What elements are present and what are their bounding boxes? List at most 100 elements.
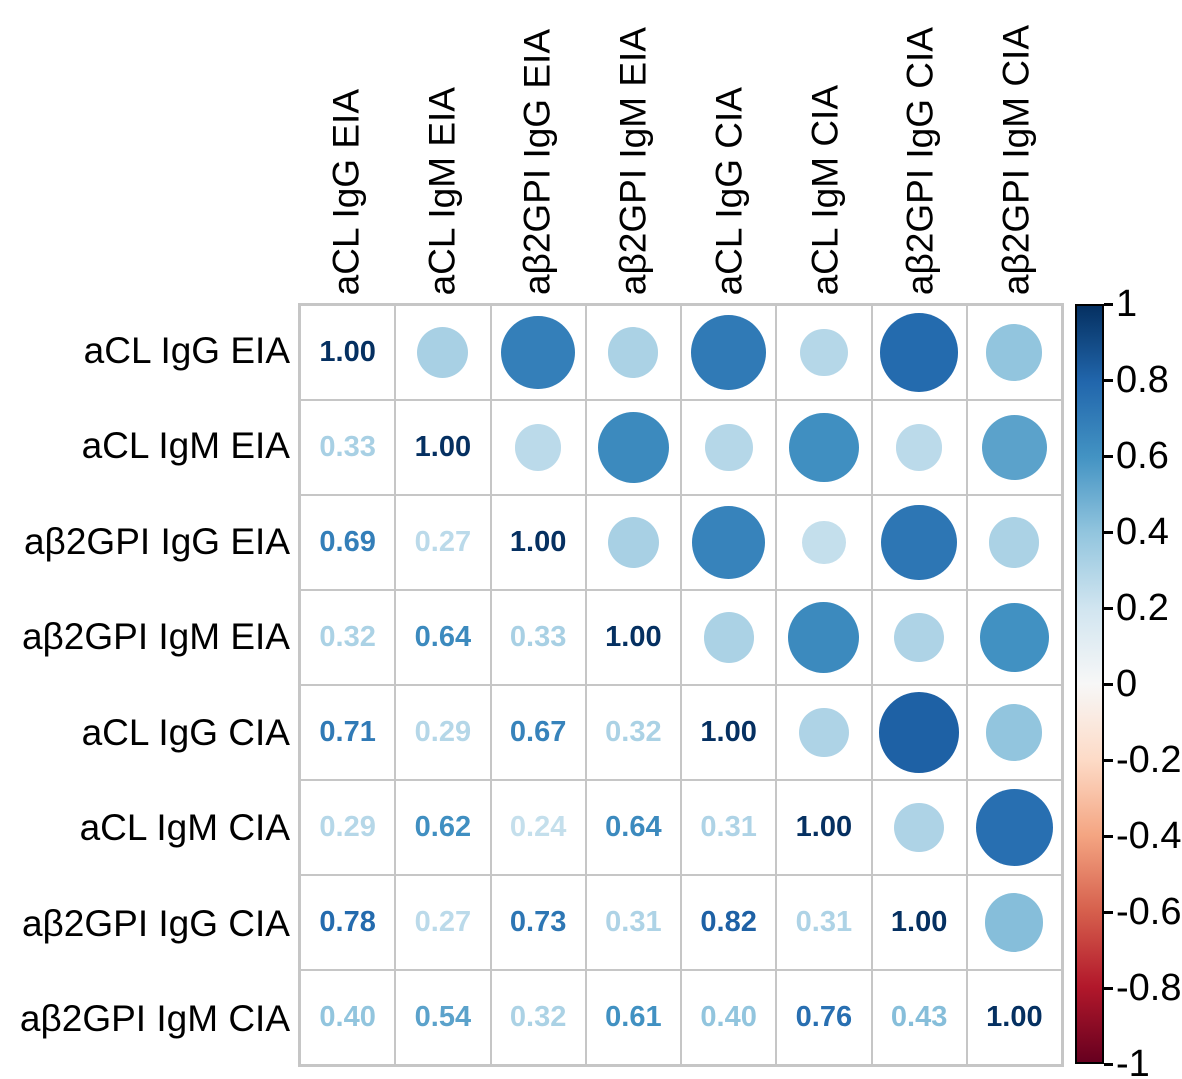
correlation-value: 0.32 [319,621,376,653]
correlation-circle [597,411,669,484]
matrix-cell [966,875,1062,970]
correlation-circle [985,893,1044,952]
correlation-circle [691,315,767,390]
matrix-cell: 0.62 [395,780,491,875]
matrix-cell [681,305,777,400]
correlation-value: 0.31 [795,906,853,938]
correlation-circle [799,328,848,377]
correlation-circle [989,517,1040,568]
correlation-circle [986,704,1043,761]
correlation-value: 0.31 [605,906,662,938]
matrix-cell [681,495,777,590]
matrix-cell [776,590,872,685]
matrix-cell: 0.32 [300,590,396,685]
correlation-circle [799,707,849,758]
correlation-value: 0.29 [414,716,472,748]
matrix-cell [966,685,1062,780]
column-label: aβ2GPI IgM CIA [995,24,1037,295]
matrix-cell [871,685,967,780]
matrix-cell: 0.32 [490,970,586,1065]
matrix-cell [681,400,777,495]
row-label: aβ2GPI IgM CIA [19,998,290,1040]
matrix-cell [776,685,872,780]
correlation-circle [986,324,1043,381]
correlation-value: 0.82 [700,906,757,938]
correlation-circle [894,612,944,663]
correlation-value: 0.29 [319,811,376,843]
colorbar-tick [1104,454,1113,458]
matrix-cell [871,400,967,495]
matrix-cell [585,495,681,590]
column-label: aCL IgM EIA [421,86,463,295]
row-label: aβ2GPI IgG CIA [21,902,290,944]
correlation-value: 0.27 [414,906,472,938]
matrix-cell: 0.64 [585,780,681,875]
matrix-cell: 0.64 [395,590,491,685]
matrix-cell: 0.40 [681,970,777,1065]
matrix-cell: 0.31 [681,780,777,875]
correlation-value: 0.76 [795,1001,853,1033]
correlation-circle [607,516,659,568]
matrix-cell [776,305,872,400]
matrix-cell: 0.27 [395,495,491,590]
colorbar-tick [1104,834,1113,838]
correlation-circle [704,423,753,472]
correlation-grid: 1.00 0.33 1.00 0.69 0.27 1.00 0.32 0.64 0.33 1.00… [298,303,1064,1067]
correlation-value: 0.27 [414,526,472,558]
colorbar-tick [1104,530,1113,534]
correlation-value: 0.54 [414,1001,472,1033]
matrix-cell: 1.00 [871,875,967,970]
correlation-circle [802,520,846,565]
colorbar-tick-label: -0.6 [1116,891,1182,933]
correlation-value: 0.61 [605,1001,662,1033]
correlation-value: 0.40 [319,1001,376,1033]
matrix-cell: 0.31 [776,875,872,970]
correlation-circle [788,601,860,674]
colorbar-tick-label: -0.4 [1116,815,1182,857]
column-label: aβ2GPI IgG EIA [516,28,558,295]
correlation-value: 1.00 [795,811,853,843]
colorbar-tick-label: 0.8 [1116,359,1169,401]
correlation-value: 0.24 [509,811,567,843]
colorbar-tick [1104,758,1113,762]
colorbar-tick-label: 0.4 [1116,511,1169,553]
matrix-cell: 0.82 [681,875,777,970]
column-label: aβ2GPI IgG CIA [899,26,941,295]
matrix-cell: 0.33 [300,400,396,495]
correlation-value: 1.00 [605,621,662,653]
matrix-cell: 0.76 [776,970,872,1065]
correlation-circle [417,326,469,378]
matrix-cell [395,305,491,400]
colorbar-tick-label: 0 [1116,663,1138,705]
colorbar-tick [1104,302,1113,306]
colorbar-tick-label: -0.2 [1116,739,1182,781]
correlation-value: 0.67 [509,716,567,748]
row-label: aCL IgM EIA [81,425,290,467]
matrix-cell: 0.29 [300,780,396,875]
matrix-cell: 0.24 [490,780,586,875]
colorbar-tick-label: -1 [1116,1043,1150,1079]
colorbar-tick-label: 0.6 [1116,435,1169,477]
colorbar-tick [1104,682,1113,686]
colorbar-gradient [1075,304,1104,1064]
column-label: aCL IgG CIA [708,86,750,295]
matrix-cell [871,495,967,590]
matrix-cell: 0.29 [395,685,491,780]
correlation-value: 0.78 [319,906,376,938]
correlation-value: 1.00 [414,431,472,463]
colorbar-tick-label: 1 [1116,283,1138,325]
correlation-circle [788,412,859,483]
matrix-cell [490,305,586,400]
correlation-circle [703,612,754,663]
matrix-cell: 0.67 [490,685,586,780]
matrix-cell: 0.27 [395,875,491,970]
colorbar-tick [1104,910,1113,914]
correlation-value: 0.40 [700,1001,757,1033]
matrix-cell: 0.61 [585,970,681,1065]
correlation-value: 1.00 [986,1001,1043,1033]
matrix-cell: 0.78 [300,875,396,970]
matrix-cell: 0.33 [490,590,586,685]
matrix-cell: 0.43 [871,970,967,1065]
matrix-cell [966,590,1062,685]
